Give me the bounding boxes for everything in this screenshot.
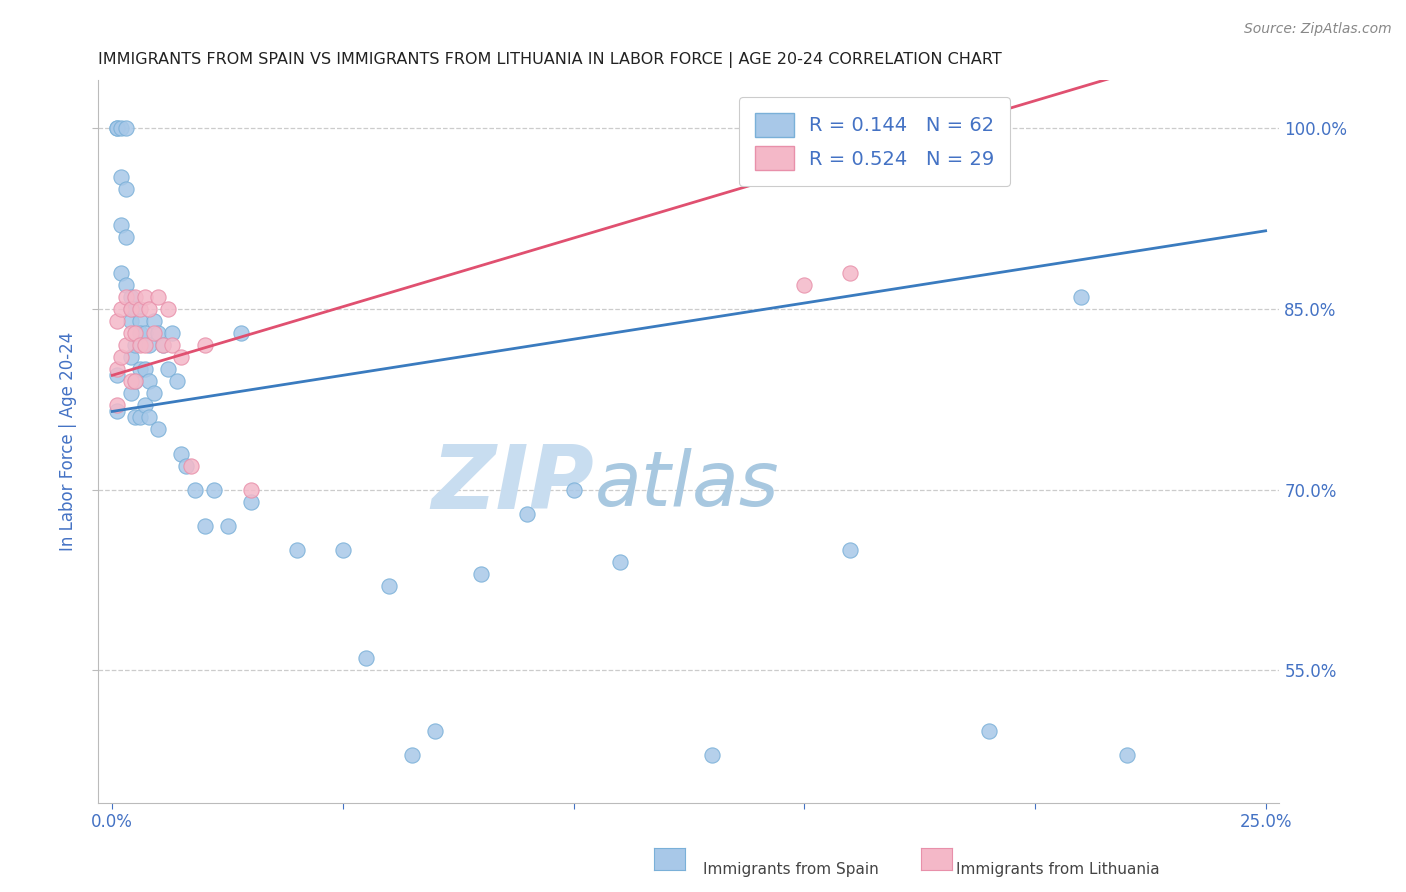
Point bbox=[120, 314, 142, 328]
Point bbox=[217, 519, 239, 533]
Text: IMMIGRANTS FROM SPAIN VS IMMIGRANTS FROM LITHUANIA IN LABOR FORCE | AGE 20-24 CO: IMMIGRANTS FROM SPAIN VS IMMIGRANTS FROM… bbox=[98, 52, 1002, 68]
Point bbox=[231, 326, 253, 341]
Point bbox=[184, 483, 207, 497]
Point bbox=[202, 483, 225, 497]
Point bbox=[138, 375, 160, 389]
Point bbox=[105, 362, 128, 376]
Point bbox=[129, 314, 152, 328]
Point bbox=[105, 398, 128, 412]
Point bbox=[1116, 747, 1139, 762]
Point bbox=[170, 447, 193, 461]
Point bbox=[110, 218, 132, 232]
Point bbox=[120, 375, 142, 389]
Point bbox=[134, 290, 156, 304]
Point bbox=[609, 555, 631, 569]
Point bbox=[105, 121, 128, 136]
Point bbox=[354, 651, 377, 665]
Point bbox=[152, 338, 174, 352]
Point bbox=[470, 567, 492, 582]
Point bbox=[138, 410, 160, 425]
Point bbox=[839, 266, 862, 280]
Point bbox=[148, 290, 170, 304]
Point bbox=[120, 386, 142, 401]
Point bbox=[124, 375, 146, 389]
Point bbox=[110, 121, 132, 136]
Point bbox=[170, 350, 193, 364]
Point bbox=[134, 338, 156, 352]
Point bbox=[166, 375, 188, 389]
Point bbox=[239, 483, 262, 497]
Point bbox=[134, 362, 156, 376]
Point bbox=[124, 326, 146, 341]
Point bbox=[129, 301, 152, 317]
Point bbox=[148, 326, 170, 341]
Point bbox=[124, 290, 146, 304]
Point bbox=[129, 338, 152, 352]
Point bbox=[120, 301, 142, 317]
Point bbox=[124, 338, 146, 352]
Point bbox=[129, 362, 152, 376]
Point bbox=[115, 230, 138, 244]
Point bbox=[977, 723, 1000, 738]
Point bbox=[162, 338, 184, 352]
Legend: R = 0.144   N = 62, R = 0.524   N = 29: R = 0.144 N = 62, R = 0.524 N = 29 bbox=[740, 97, 1010, 186]
Point bbox=[285, 542, 308, 557]
Point bbox=[105, 404, 128, 418]
Point bbox=[124, 410, 146, 425]
Point bbox=[120, 301, 142, 317]
Text: Immigrants from Spain: Immigrants from Spain bbox=[703, 863, 879, 877]
Point bbox=[105, 121, 128, 136]
Point bbox=[425, 723, 447, 738]
Point bbox=[134, 398, 156, 412]
Point bbox=[839, 542, 862, 557]
Point bbox=[180, 458, 202, 473]
Point bbox=[129, 410, 152, 425]
Point bbox=[115, 338, 138, 352]
Point bbox=[110, 266, 132, 280]
Point bbox=[562, 483, 585, 497]
Point bbox=[120, 290, 142, 304]
Y-axis label: In Labor Force | Age 20-24: In Labor Force | Age 20-24 bbox=[59, 332, 77, 551]
Point bbox=[115, 278, 138, 293]
Point bbox=[138, 338, 160, 352]
Point bbox=[142, 314, 165, 328]
Text: atlas: atlas bbox=[595, 448, 779, 522]
Point bbox=[174, 458, 197, 473]
Point bbox=[110, 169, 132, 184]
Point bbox=[142, 386, 165, 401]
Point bbox=[105, 368, 128, 383]
Point bbox=[115, 182, 138, 196]
Point bbox=[516, 507, 538, 521]
Point bbox=[793, 278, 815, 293]
Point bbox=[193, 338, 215, 352]
Point bbox=[162, 326, 184, 341]
Point bbox=[401, 747, 423, 762]
Point bbox=[378, 579, 401, 593]
Point bbox=[239, 495, 262, 509]
Point bbox=[105, 314, 128, 328]
Point bbox=[148, 423, 170, 437]
Point bbox=[120, 350, 142, 364]
Point bbox=[156, 362, 179, 376]
Point bbox=[124, 301, 146, 317]
Point bbox=[124, 375, 146, 389]
Point bbox=[138, 301, 160, 317]
Point bbox=[115, 290, 138, 304]
Text: Source: ZipAtlas.com: Source: ZipAtlas.com bbox=[1244, 22, 1392, 37]
Point bbox=[152, 338, 174, 352]
Point bbox=[332, 542, 354, 557]
Point bbox=[120, 326, 142, 341]
Point bbox=[142, 326, 165, 341]
Point bbox=[700, 747, 723, 762]
Point bbox=[1070, 290, 1092, 304]
Point bbox=[193, 519, 215, 533]
Point bbox=[115, 121, 138, 136]
Point bbox=[156, 301, 179, 317]
Point bbox=[110, 350, 132, 364]
Text: Immigrants from Lithuania: Immigrants from Lithuania bbox=[956, 863, 1160, 877]
Point bbox=[129, 326, 152, 341]
Text: ZIP: ZIP bbox=[432, 442, 595, 528]
Point bbox=[134, 326, 156, 341]
Point bbox=[110, 301, 132, 317]
